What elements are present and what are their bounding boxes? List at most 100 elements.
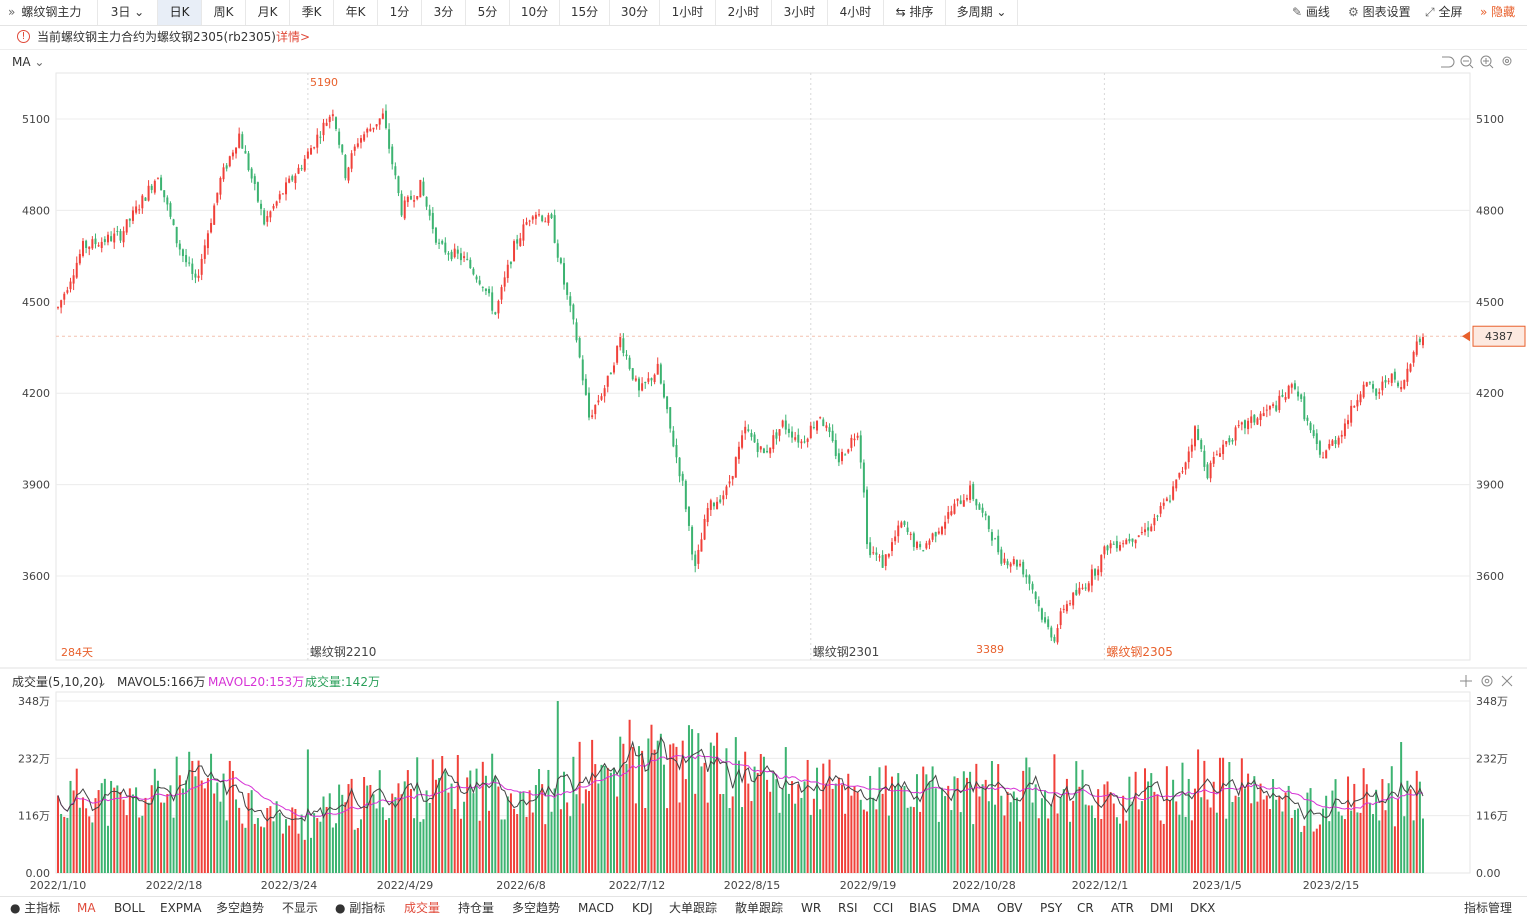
- chart-settings-button[interactable]: ⚙ 图表设置: [1348, 0, 1411, 25]
- volume-bar: [531, 812, 534, 873]
- period-tab-8[interactable]: 5分: [466, 0, 510, 25]
- volume-title[interactable]: 成交量(5,10,20): [12, 674, 103, 689]
- sub-indicator-1[interactable]: 持仓量: [458, 901, 495, 915]
- period-tab-1[interactable]: 日K: [158, 0, 202, 25]
- sub-indicator-9[interactable]: CCI: [873, 901, 894, 915]
- volume-bar: [1309, 788, 1312, 873]
- volume-bar: [1234, 795, 1237, 873]
- zoom-out-icon[interactable]: [1460, 55, 1472, 67]
- hide-button[interactable]: » 隐藏: [1480, 0, 1515, 25]
- main-indicator-4[interactable]: 不显示: [282, 901, 319, 915]
- candle-body: [1222, 444, 1225, 455]
- sub-indicator-12[interactable]: OBV: [997, 901, 1023, 915]
- volume-bar: [919, 811, 922, 873]
- symbol-selector[interactable]: » 螺纹钢主力: [0, 0, 98, 25]
- volume-bar: [372, 794, 375, 873]
- candle-body: [472, 268, 475, 275]
- candle-body: [247, 153, 250, 171]
- volume-bar: [181, 788, 184, 873]
- sub-indicator-5[interactable]: 大单跟踪: [669, 901, 718, 915]
- main-indicator-3[interactable]: 多空趋势: [216, 901, 265, 915]
- sub-indicator-2[interactable]: 多空趋势: [512, 901, 561, 915]
- period-tab-5[interactable]: 年K: [334, 0, 378, 25]
- volume-bar: [1144, 768, 1147, 873]
- reset-icon[interactable]: [1441, 56, 1455, 68]
- volume-bar: [791, 781, 794, 873]
- volume-bar: [1006, 791, 1009, 873]
- sub-indicator-10[interactable]: BIAS: [909, 901, 937, 915]
- period-tab-4[interactable]: 季K: [290, 0, 334, 25]
- fullscreen-button[interactable]: ⤢ 全屏: [1425, 0, 1462, 25]
- volume-bar: [272, 821, 275, 873]
- contract-notice: ! 当前螺纹钢主力合约为螺纹钢2305(rb2305) 详情>: [0, 26, 1527, 50]
- mavol5-label: MAVOL5:166万: [117, 675, 206, 689]
- sub-indicator-17[interactable]: DKX: [1190, 901, 1216, 915]
- add-indicator-icon[interactable]: [1460, 675, 1472, 687]
- sub-indicator-14[interactable]: CR: [1077, 901, 1094, 915]
- sub-indicator-8[interactable]: RSI: [838, 901, 858, 915]
- sub-indicator-3[interactable]: MACD: [578, 901, 614, 915]
- sub-indicator-15[interactable]: ATR: [1111, 901, 1134, 915]
- draw-line-button[interactable]: ✎ 画线: [1292, 0, 1330, 25]
- period-tab-6[interactable]: 1分: [378, 0, 422, 25]
- volume-bar: [1015, 797, 1018, 873]
- main-indicator-1[interactable]: BOLL: [114, 901, 145, 915]
- volume-bar: [519, 791, 522, 873]
- volume-bar: [669, 744, 672, 873]
- indicator-manage-button[interactable]: 指标管理: [1464, 901, 1513, 915]
- sub-indicator-11[interactable]: DMA: [952, 901, 980, 915]
- chart-area[interactable]: 5100 5100 4800 4800 4500 4500 4200 4200 3900 3900…: [0, 26, 1527, 896]
- volume-bar: [781, 788, 784, 873]
- candle-body: [881, 554, 884, 568]
- candle-body: [875, 552, 878, 555]
- period-tab-7[interactable]: 3分: [422, 0, 466, 25]
- volume-settings-icon[interactable]: [1481, 675, 1493, 687]
- sub-indicator-16[interactable]: DMI: [1150, 901, 1174, 915]
- volume-bar: [825, 783, 828, 873]
- candle-body: [984, 513, 987, 516]
- volume-bar: [110, 780, 113, 873]
- notice-details-link[interactable]: 详情>: [276, 30, 311, 44]
- volume-bar: [256, 818, 259, 873]
- main-indicator-2[interactable]: EXPMA: [160, 901, 202, 915]
- candle-body: [944, 521, 947, 529]
- sub-indicator-6[interactable]: 散单跟踪: [735, 901, 784, 915]
- period-tab-12[interactable]: 1小时: [660, 0, 716, 25]
- volume-bar: [737, 760, 740, 873]
- main-indicator-selector[interactable]: MA ⌄: [12, 55, 44, 69]
- zoom-in-icon[interactable]: [1480, 55, 1492, 67]
- volume-bar: [1356, 812, 1359, 873]
- candle-body: [853, 438, 856, 441]
- volume-bar: [953, 776, 956, 873]
- sub-indicator-0[interactable]: 成交量: [404, 901, 441, 915]
- price-settings-icon[interactable]: [1502, 56, 1512, 66]
- volume-bar: [344, 802, 347, 873]
- candle-body: [681, 473, 684, 481]
- sub-indicator-13[interactable]: PSY: [1040, 901, 1063, 915]
- period-tab-14[interactable]: 3小时: [772, 0, 828, 25]
- period-tab-13[interactable]: 2小时: [716, 0, 772, 25]
- period-tab-11[interactable]: 30分: [610, 0, 660, 25]
- sub-indicator-4[interactable]: KDJ: [632, 901, 653, 915]
- candle-body: [1044, 617, 1047, 623]
- volume-bar: [375, 808, 378, 873]
- period-tab-15[interactable]: 4小时: [828, 0, 884, 25]
- candle-body: [1031, 583, 1034, 590]
- period-tab-16[interactable]: ⇆ 排序: [884, 0, 946, 25]
- close-icon[interactable]: [1501, 675, 1513, 687]
- price-panel-frame: [55, 72, 1471, 661]
- candle-body: [1312, 430, 1315, 437]
- volume-bar: [819, 809, 822, 873]
- period-tab-3[interactable]: 月K: [246, 0, 290, 25]
- period-tab-10[interactable]: 15分: [560, 0, 610, 25]
- period-tab-0[interactable]: 3日 ⌄: [98, 0, 158, 25]
- volume-bar: [612, 767, 615, 873]
- date-tick: 2023/1/5: [1192, 879, 1241, 892]
- main-indicator-0[interactable]: MA: [77, 901, 96, 915]
- period-tab-17[interactable]: 多周期 ⌄: [946, 0, 1018, 25]
- volume-bar: [812, 798, 815, 873]
- period-tab-9[interactable]: 10分: [510, 0, 560, 25]
- period-tab-2[interactable]: 周K: [202, 0, 246, 25]
- sub-indicator-7[interactable]: WR: [801, 901, 822, 915]
- volume-bar: [369, 784, 372, 873]
